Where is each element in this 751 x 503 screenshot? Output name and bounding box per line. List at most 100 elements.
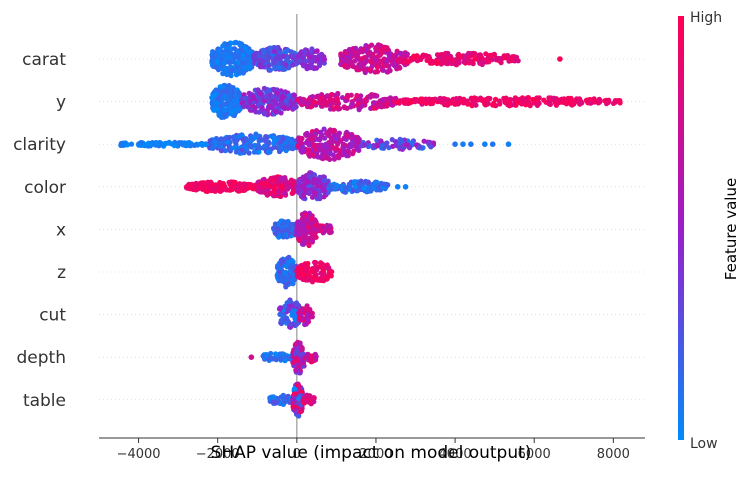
shap-point xyxy=(294,301,300,307)
shap-point xyxy=(348,144,354,150)
shap-point xyxy=(356,62,362,68)
shap-point xyxy=(274,399,280,405)
feature-points-table xyxy=(267,381,317,419)
feature-label-carat: carat xyxy=(22,50,66,70)
shap-point xyxy=(299,149,305,155)
shap-point xyxy=(118,140,124,147)
shap-point xyxy=(256,61,262,67)
shap-point xyxy=(318,95,324,101)
shap-point xyxy=(241,103,247,109)
shap-point xyxy=(260,145,266,151)
shap-point xyxy=(236,134,242,140)
shap-point xyxy=(234,48,240,54)
shap-point xyxy=(381,44,387,50)
shap-point xyxy=(380,67,386,73)
shap-point xyxy=(362,99,368,105)
shap-point xyxy=(303,306,309,312)
shap-point xyxy=(277,139,283,145)
shap-point xyxy=(229,109,235,115)
shap-point xyxy=(282,270,288,276)
feature-label-table: table xyxy=(23,391,66,411)
shap-point xyxy=(260,47,267,53)
shap-point xyxy=(322,178,328,184)
shap-point xyxy=(496,98,502,104)
shap-point xyxy=(378,138,384,144)
shap-point xyxy=(294,97,300,103)
shap-point xyxy=(440,100,446,106)
shap-point xyxy=(284,143,291,150)
feature-points-clarity xyxy=(118,126,512,162)
shap-point xyxy=(462,53,468,59)
shap-point xyxy=(185,140,191,146)
shap-point xyxy=(203,142,209,148)
feature-label-clarity: clarity xyxy=(13,135,66,155)
shap-point xyxy=(277,351,283,357)
shap-point xyxy=(343,98,349,104)
shap-point xyxy=(358,143,364,149)
shap-point xyxy=(278,257,284,264)
shap-point xyxy=(513,96,520,102)
shap-point xyxy=(379,97,385,103)
shap-point xyxy=(267,67,273,73)
shap-point xyxy=(396,140,402,146)
shap-point xyxy=(348,92,354,98)
shap-point xyxy=(290,188,296,194)
shap-point xyxy=(296,179,302,185)
shap-point xyxy=(250,185,256,192)
shap-point xyxy=(327,223,333,229)
shap-point xyxy=(247,64,253,70)
shap-point xyxy=(283,62,289,68)
shap-point xyxy=(328,183,334,189)
shap-point xyxy=(200,180,206,186)
shap-point xyxy=(249,143,255,149)
shap-point xyxy=(197,141,204,147)
shap-point xyxy=(374,143,380,149)
shap-point xyxy=(251,149,257,155)
shap-point xyxy=(180,142,186,148)
shap-point xyxy=(286,299,292,305)
shap-point xyxy=(403,142,409,148)
shap-point xyxy=(281,104,287,110)
shap-point xyxy=(287,179,294,185)
shap-point xyxy=(261,188,267,194)
shap-point xyxy=(273,351,279,357)
shap-point xyxy=(390,143,396,149)
shap-point xyxy=(420,52,426,58)
x-tick-label: −4000 xyxy=(117,447,161,462)
shap-point xyxy=(278,394,284,400)
shap-point xyxy=(484,96,490,102)
shap-point-outlier xyxy=(402,184,409,190)
shap-point xyxy=(327,229,333,236)
shap-point xyxy=(358,93,364,99)
shap-point xyxy=(251,52,257,58)
shap-point-outlier xyxy=(394,184,401,190)
shap-point xyxy=(289,278,295,284)
shap-point xyxy=(261,85,267,91)
shap-point xyxy=(270,94,276,100)
shap-point xyxy=(314,183,320,189)
shap-point xyxy=(356,181,362,187)
shap-point xyxy=(321,56,328,63)
shap-point xyxy=(389,137,395,143)
shap-point xyxy=(309,235,315,241)
shap-point-outlier xyxy=(460,141,466,147)
shap-point xyxy=(312,356,319,362)
shap-point xyxy=(282,303,288,309)
shap-point xyxy=(283,98,289,104)
shap-point xyxy=(341,149,347,156)
shap-point xyxy=(260,64,266,70)
shap-point xyxy=(138,140,144,146)
shap-point xyxy=(311,275,317,281)
shap-point xyxy=(210,51,216,57)
shap-point xyxy=(299,211,305,217)
shap-point xyxy=(256,149,262,155)
shap-point xyxy=(318,52,324,58)
shap-point xyxy=(190,186,196,192)
shap-point xyxy=(273,108,279,114)
shap-point xyxy=(296,396,302,402)
shap-point-outlier xyxy=(482,141,488,147)
shap-point xyxy=(214,58,220,64)
shap-point xyxy=(479,55,485,61)
shap-point xyxy=(271,59,277,66)
x-axis-label: SHAP value (impact on model output) xyxy=(211,443,532,463)
